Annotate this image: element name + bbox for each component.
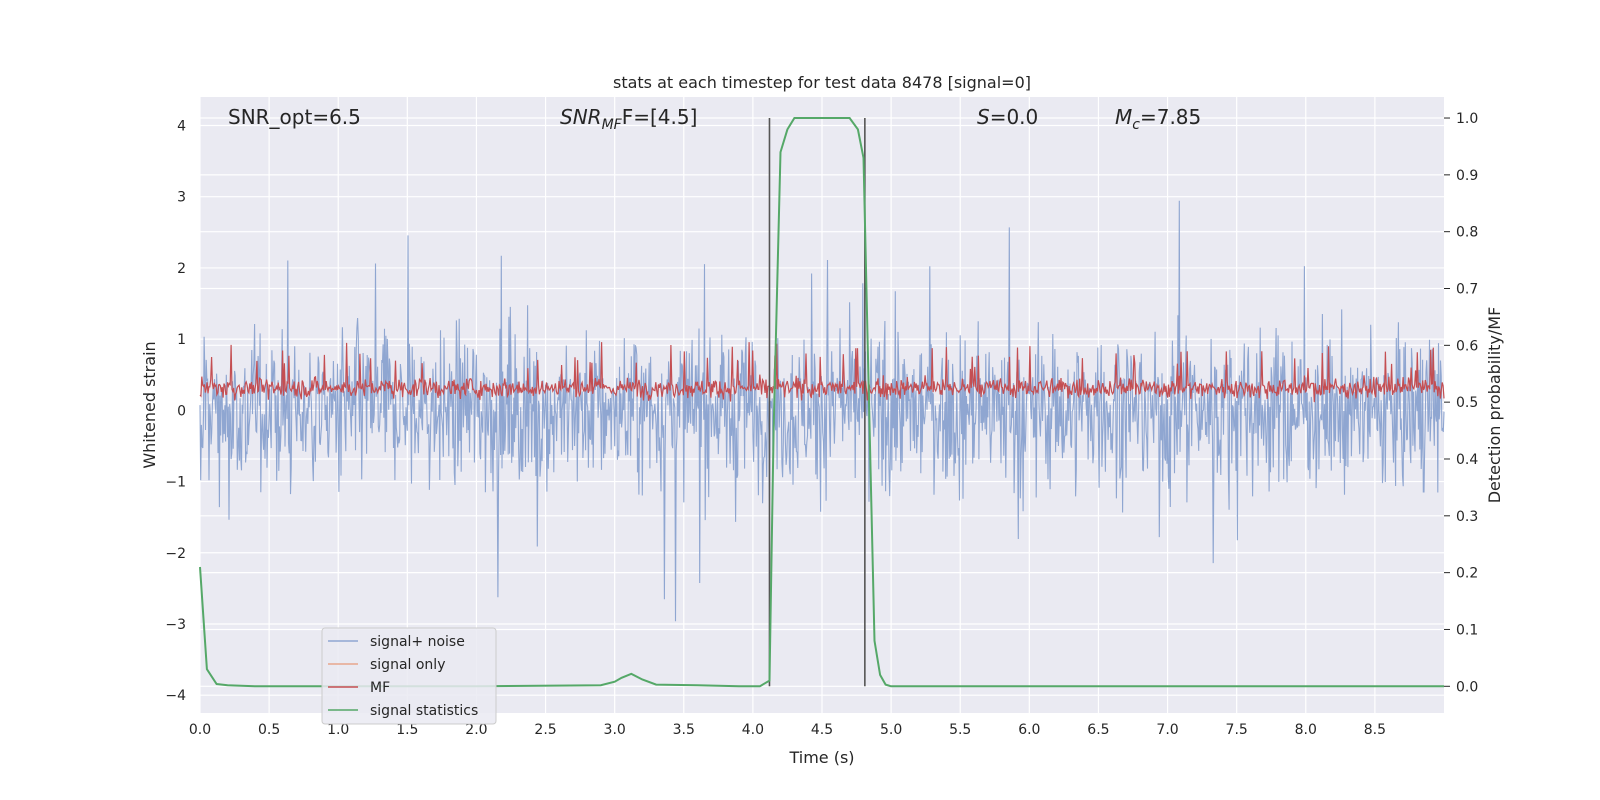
y-axis-label-left: Whitened strain [140,341,159,468]
x-tick-label: 0.0 [189,722,211,738]
x-tick-label: 2.5 [534,722,556,738]
annotation-snr-mf-main: SNR [560,105,602,129]
y-tick-label-left: −1 [165,475,186,491]
y-tick-label-right: 0.2 [1456,566,1478,582]
annotation-s-rest: =0.0 [990,105,1039,129]
legend-label-signal-only: signal only [370,657,445,673]
annotation-snr-mf-sub: MF [602,117,623,133]
x-tick-label: 3.5 [673,722,695,738]
series-line-mf [199,342,1445,403]
y-tick-label-right: 0.4 [1456,452,1478,468]
x-tick-label: 8.0 [1295,722,1317,738]
ticks: 0.0 0.5 1.0 1.5 2.0 2.5 3.0 3.5 4.0 4.5 5.0 5.5 6.0 6… [165,111,1478,738]
legend-box [321,627,497,725]
y-tick-label-right: 0.8 [1456,225,1478,241]
x-tick-label: 1.0 [327,722,349,738]
annotation-s-main: S [977,105,990,129]
x-tick-label: 6.0 [1018,722,1040,738]
y-tick-label-left: −4 [165,688,186,704]
legend-label-signal-statistics: signal statistics [370,703,478,719]
x-tick-label: 3.0 [604,722,626,738]
y-tick-label-right: 0.3 [1456,509,1478,525]
x-tick-label: 4.0 [742,722,764,738]
annotation-mc-sub: c [1132,117,1140,133]
series-mf [199,342,1445,403]
x-tick-label: 0.5 [258,722,280,738]
y-tick-label-left: 3 [177,190,186,206]
y-tick-label-left: 2 [177,261,186,277]
x-tick-label: 7.0 [1156,722,1178,738]
x-tick-label: 5.0 [880,722,902,738]
chart-title: stats at each timestep for test data 847… [613,73,1031,92]
x-tick-label: 2.0 [465,722,487,738]
y-tick-label-right: 0.1 [1456,622,1478,638]
x-axis-label: Time (s) [788,748,854,767]
annotation-mc-main: M [1115,105,1132,129]
series-line-signal-noise [199,200,1445,622]
y-tick-label-right: 0.6 [1456,338,1478,354]
legend-label-mf: MF [370,680,390,696]
annotation-snr-mf: SNRMFF=[4.5] [560,105,697,133]
x-tick-label: 8.5 [1364,722,1386,738]
x-tick-label: 7.5 [1226,722,1248,738]
annotation-mc: Mc=7.85 [1115,105,1201,133]
x-tick-label: 5.5 [949,722,971,738]
y-tick-label-left: 4 [177,118,186,134]
annotation-snr-mf-rest: F=[4.5] [622,105,698,129]
y-tick-label-left: −2 [165,546,186,562]
series-signal-noise [199,200,1445,622]
y-tick-label-left: 0 [177,403,186,419]
y-tick-label-right: 0.0 [1456,679,1478,695]
y-tick-label-left: 1 [177,332,186,348]
x-tick-label: 4.5 [811,722,833,738]
y-tick-label-left: −3 [165,617,186,633]
y-tick-label-right: 1.0 [1456,111,1478,127]
y-tick-label-right: 0.9 [1456,168,1478,184]
y-axis-label-right: Detection probability/MF [1485,307,1504,504]
y-tick-label-right: 0.5 [1456,395,1478,411]
annotation-s: S=0.0 [977,105,1038,129]
annotation-mc-rest: =7.85 [1140,105,1201,129]
x-tick-label: 1.5 [396,722,418,738]
y-tick-label-right: 0.7 [1456,282,1478,298]
legend: signal+ noise signal only MF signal stat… [321,627,497,725]
legend-label-signal-noise: signal+ noise [370,634,465,650]
x-tick-label: 6.5 [1087,722,1109,738]
annotation-snr-opt: SNR_opt=6.5 [228,105,361,129]
